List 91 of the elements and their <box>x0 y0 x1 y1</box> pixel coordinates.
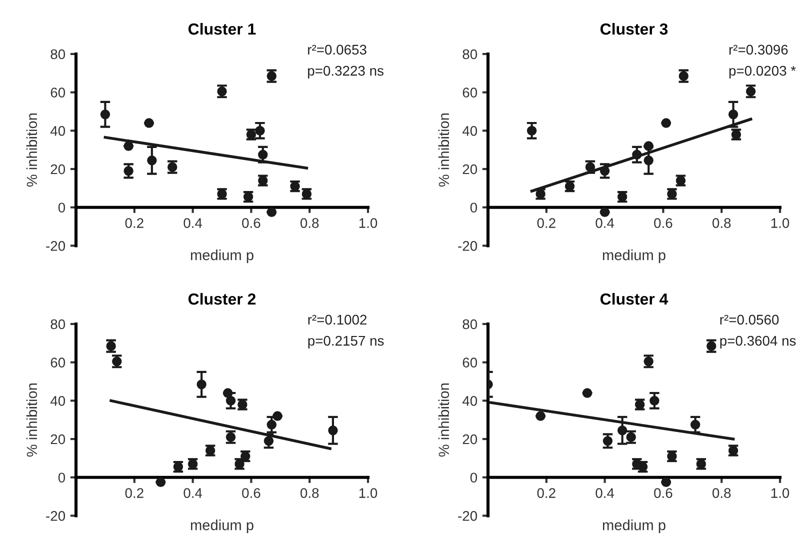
annotation: p=0.3604 ns <box>720 336 796 348</box>
point <box>617 426 628 436</box>
x-tick-label: 0.8 <box>712 488 731 498</box>
y-axis-title: % inhibition <box>438 114 450 187</box>
point <box>124 141 134 151</box>
x-tick-label: 0.4 <box>184 218 202 228</box>
y-tick-label: 80 <box>462 319 478 330</box>
x-axis-title: medium p <box>602 520 666 534</box>
x-tick-label: 0.8 <box>300 218 319 228</box>
point <box>690 420 700 430</box>
y-axis-title: % inhibition <box>438 384 450 457</box>
point <box>124 166 134 176</box>
x-tick-label: 0.6 <box>654 218 672 228</box>
x-axis-title: medium p <box>190 250 254 264</box>
x-axis-title: medium p <box>190 520 254 534</box>
y-tick-label: 60 <box>462 358 478 368</box>
x-tick-label: 0.6 <box>242 488 260 498</box>
y-tick-label: 60 <box>50 88 66 98</box>
x-tick-label: 0.6 <box>654 488 672 498</box>
annotation: r²=0.1002 <box>308 314 367 325</box>
point <box>536 411 546 421</box>
point <box>661 118 671 128</box>
point <box>147 156 157 166</box>
annotation: p=0.2157 ns <box>308 336 384 348</box>
annotation: p=0.3223 ns <box>308 66 384 78</box>
point <box>266 207 276 218</box>
point <box>255 126 265 136</box>
point <box>661 477 671 488</box>
point <box>600 207 610 218</box>
x-tick-label: 0.2 <box>125 488 144 498</box>
annotation: r²=0.0653 <box>308 44 366 55</box>
point <box>100 110 110 120</box>
y-tick-label: 80 <box>50 319 66 330</box>
x-tick-label: 0.4 <box>596 488 614 498</box>
x-tick-label: 1.0 <box>771 488 790 498</box>
chart-title: Cluster 2 <box>188 292 256 305</box>
y-tick-label: 0 <box>470 202 478 213</box>
x-tick-label: 0.2 <box>537 218 556 228</box>
x-tick-label: 0.4 <box>596 218 614 228</box>
y-tick-label: 60 <box>50 358 66 368</box>
y-axis-title: % inhibition <box>26 384 38 457</box>
point <box>644 156 654 166</box>
y-tick-label: -20 <box>46 511 66 521</box>
annotation: p=0.0203 * <box>729 66 796 78</box>
point <box>728 110 738 120</box>
chart-title: Cluster 4 <box>600 292 668 305</box>
y-tick-label: 0 <box>58 472 66 483</box>
point <box>226 396 236 406</box>
point <box>602 436 613 446</box>
x-tick-label: 1.0 <box>359 218 378 228</box>
chart-title: Cluster 1 <box>188 22 256 35</box>
x-axis-title: medium p <box>602 250 666 264</box>
y-tick-label: 20 <box>462 164 478 174</box>
x-tick-label: 1.0 <box>359 488 378 498</box>
y-tick-label: 20 <box>50 434 66 444</box>
x-tick-label: 0.6 <box>242 218 260 228</box>
y-tick-label: 40 <box>50 126 66 136</box>
y-axis-title: % inhibition <box>26 114 38 187</box>
point <box>328 426 338 436</box>
annotation: r²=0.0560 <box>720 314 779 325</box>
chart-title: Cluster 3 <box>600 22 668 35</box>
point <box>196 380 206 390</box>
x-tick-label: 1.0 <box>771 218 790 228</box>
point <box>156 477 166 488</box>
y-tick-label: 0 <box>470 472 478 483</box>
point <box>600 166 610 176</box>
y-tick-label: 40 <box>462 126 478 136</box>
y-tick-label: 80 <box>462 49 478 60</box>
point <box>582 388 592 398</box>
point <box>144 118 154 128</box>
point <box>258 150 268 160</box>
point <box>632 150 642 160</box>
y-tick-label: -20 <box>458 241 478 251</box>
x-tick-label: 0.2 <box>125 218 144 228</box>
y-tick-label: 40 <box>462 396 478 406</box>
x-tick-label: 0.2 <box>537 488 556 498</box>
point <box>650 396 660 406</box>
annotation: r²=0.3096 <box>729 44 788 55</box>
x-tick-label: 0.4 <box>184 488 202 498</box>
y-tick-label: 40 <box>50 396 66 406</box>
y-tick-label: -20 <box>458 511 478 521</box>
point <box>266 420 276 430</box>
point <box>526 126 537 136</box>
y-tick-label: 20 <box>50 164 66 174</box>
y-tick-label: 0 <box>58 202 66 213</box>
x-tick-label: 0.8 <box>300 488 319 498</box>
y-tick-label: 80 <box>50 49 66 60</box>
x-tick-label: 0.8 <box>712 218 731 228</box>
y-tick-label: 60 <box>462 88 478 98</box>
y-tick-label: -20 <box>46 241 66 251</box>
y-tick-label: 20 <box>462 434 478 444</box>
